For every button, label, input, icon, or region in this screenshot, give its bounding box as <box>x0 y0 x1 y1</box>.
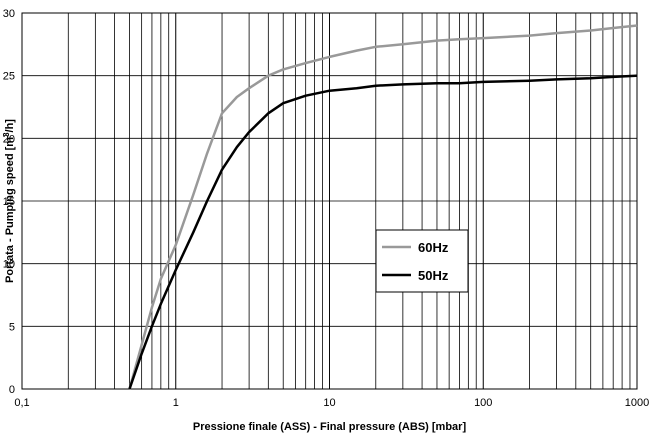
legend-box <box>375 229 469 293</box>
x-tick-labels: 0,1 1 10 100 1000 <box>14 397 649 409</box>
y-tick-labels: 0 5 10 15 20 25 30 <box>3 8 15 396</box>
y-axis-title-main: Portata - Pumping speed [m <box>4 137 16 283</box>
y-axis-title-superscript: 3 <box>2 132 11 137</box>
legend-label-60hz: 60Hz <box>418 240 449 255</box>
series-line-50hz <box>128 74 638 390</box>
grid-lines <box>22 13 637 389</box>
legend-label-50hz: 50Hz <box>418 268 449 283</box>
y-tick-label: 30 <box>3 8 15 20</box>
y-tick-label: 5 <box>9 321 15 333</box>
x-axis-title: Pressione finale (ASS) - Final pressure … <box>193 421 467 433</box>
x-tick-label: 0,1 <box>14 397 29 409</box>
series-layer <box>128 24 638 390</box>
plot-frame <box>21 12 638 390</box>
y-tick-label: 15 <box>3 196 15 208</box>
y-tick-label: 25 <box>3 71 15 83</box>
x-tick-label: 1000 <box>625 397 649 409</box>
series-line-60hz <box>128 24 638 390</box>
y-tick-label: 10 <box>3 259 15 271</box>
y-tick-label: 0 <box>9 384 15 396</box>
x-tick-label: 1 <box>173 397 179 409</box>
y-axis-title-end: /h] <box>4 119 16 133</box>
x-tick-label: 10 <box>323 397 335 409</box>
y-axis-title: Portata - Pumping speed [m3/h] <box>2 119 16 283</box>
x-tick-label: 100 <box>474 397 492 409</box>
y-tick-label: 20 <box>3 133 15 145</box>
legend: 60Hz 50Hz <box>375 229 469 293</box>
